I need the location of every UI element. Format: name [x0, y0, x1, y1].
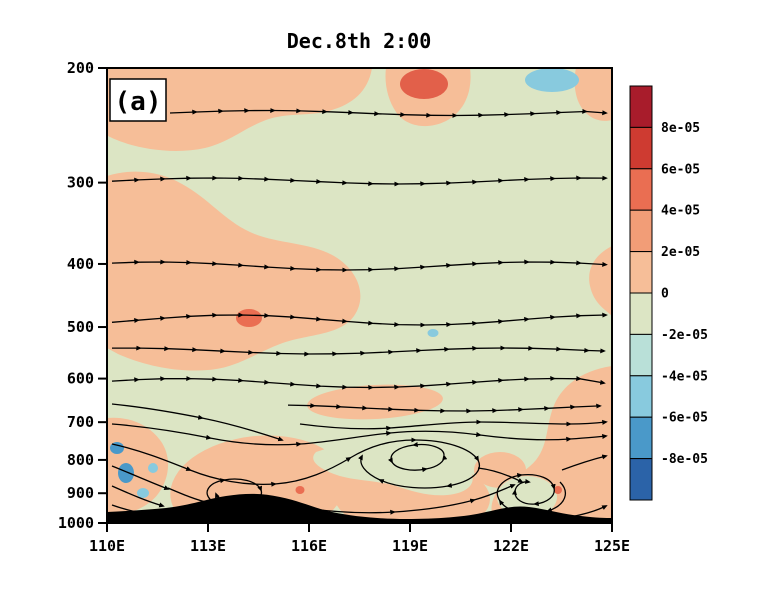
- chart-title: Dec.8th 2:00: [287, 29, 432, 53]
- streamline-upper-row: [111, 375, 606, 391]
- y-tick-label: 300: [67, 174, 94, 192]
- colorbar-segment: [629, 85, 653, 128]
- x-tick-label: 122E: [493, 537, 529, 555]
- colorbar-tick-label: 0: [661, 287, 669, 302]
- terrain: [107, 493, 612, 523]
- fill-blue-mid: [427, 329, 439, 337]
- panel-label: (a): [115, 87, 162, 117]
- colorbar-segment: [629, 292, 653, 335]
- streamline-right-out-upper: [561, 454, 608, 471]
- streamline-upper-row: [111, 175, 608, 187]
- colorbar-segment: [629, 375, 653, 418]
- x-tick-label: 110E: [89, 537, 125, 555]
- plot-border: [106, 67, 613, 524]
- y-tick-label: 1000: [58, 514, 94, 532]
- streamline-bottom-center: [297, 484, 516, 515]
- colorbar-tick-label: -2e-05: [661, 328, 708, 343]
- streamline-upper-row: [111, 312, 608, 328]
- streamline-connector-right: [477, 467, 524, 483]
- fill-red-lower-2: [554, 486, 562, 494]
- streamline-left-edge-2: [111, 485, 165, 508]
- colorbar-tick-label: 2e-05: [661, 245, 700, 260]
- colorbar-tick-label: -4e-05: [661, 369, 708, 384]
- x-tick-label: 119E: [392, 537, 428, 555]
- colorbar-tick-label: 6e-05: [661, 162, 700, 177]
- colorbar-segment: [629, 251, 653, 294]
- contour-fill-layer: [107, 68, 612, 523]
- colorbar-tick-label: 4e-05: [661, 204, 700, 219]
- colorbar-tick-label: -6e-05: [661, 411, 708, 426]
- x-tick-label: 113E: [190, 537, 226, 555]
- colorbar-segment: [629, 416, 653, 460]
- streamline-650-left: [111, 403, 284, 442]
- terrain-silhouette: [107, 493, 612, 523]
- y-tick-label: 400: [67, 255, 94, 273]
- fill-blue-lower-left-3: [137, 488, 149, 498]
- streamline-upper-row: [111, 259, 608, 273]
- colorbar-segment: [629, 126, 653, 170]
- streamline-upper-row: [169, 107, 608, 119]
- y-tick-label: 700: [67, 413, 94, 431]
- colorbar-tick-label: 8e-05: [661, 121, 700, 136]
- fill-orange-lower-left: [107, 417, 169, 517]
- y-tick-label: 800: [67, 451, 94, 469]
- fill-orange-top-right: [574, 68, 612, 121]
- fill-blue-lower-left-2: [118, 463, 134, 483]
- y-tick-label: 900: [67, 484, 94, 502]
- streamline-layer: [111, 107, 608, 518]
- colorbar-segment: [629, 209, 653, 253]
- fill-blue-lower-left-4: [148, 463, 158, 473]
- fill-red-top-center: [400, 69, 448, 99]
- x-tick-label: 125E: [594, 537, 630, 555]
- streamline-650-right: [299, 419, 608, 431]
- colorbar-segment: [629, 333, 653, 377]
- y-tick-label: 200: [67, 59, 94, 77]
- streamline-left-edge-1: [111, 465, 170, 490]
- colorbar: 8e-05 6e-05 4e-05 2e-05 0 -2e-05 -4e-05 -6e-05 -…: [629, 85, 708, 501]
- fill-blue-lower-left-1: [110, 442, 124, 454]
- y-tick-label: 500: [67, 318, 94, 336]
- streamline-upper-row: [287, 403, 602, 414]
- streamline-upper-row: [112, 345, 606, 357]
- fill-red-lower-1: [295, 486, 305, 494]
- y-tick-label: 600: [67, 370, 94, 388]
- streamline-vortex-inner: [388, 442, 448, 473]
- colorbar-segment: [629, 458, 653, 501]
- x-tick-label: 116E: [291, 537, 327, 555]
- fill-blue-top-right: [525, 68, 579, 92]
- colorbar-tick-label: -8e-05: [661, 452, 708, 467]
- colorbar-segment: [629, 168, 653, 211]
- panel-label-box: [109, 78, 167, 122]
- axes: 200 300 400 500 600 700 800 900 1000 110E 113E 116E…: [58, 59, 630, 555]
- fill-red-mid-left: [236, 309, 262, 327]
